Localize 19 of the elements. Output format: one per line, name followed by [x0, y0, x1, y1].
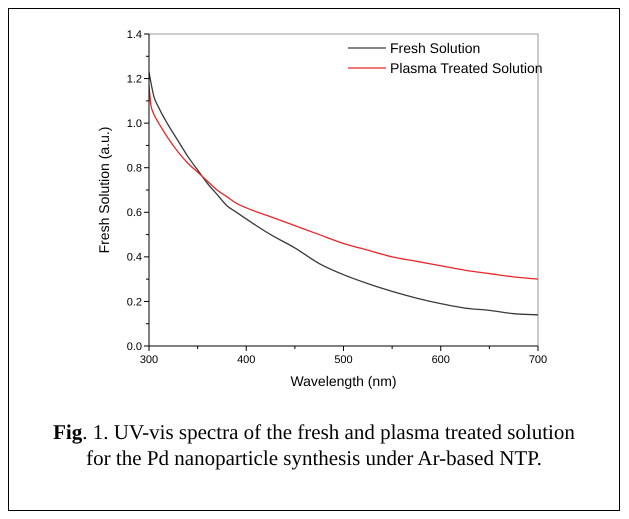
x-tick-label: 300 [140, 354, 158, 366]
y-tick-label: 1.2 [126, 73, 142, 86]
x-tick-label: 500 [334, 354, 353, 366]
y-tick-label: 0.2 [126, 296, 142, 308]
y-tick-label: 1.4 [126, 28, 142, 41]
x-axis-title: Wavelength (nm) [290, 373, 397, 389]
x-tick-label: 700 [528, 354, 548, 366]
y-tick-label: 0.6 [126, 207, 142, 220]
y-tick-label: 1.0 [126, 118, 142, 130]
y-axis-title: Fresh Solution (a.u.) [96, 126, 112, 254]
x-tick-label: 600 [432, 354, 450, 366]
x-tick-label: 400 [237, 354, 256, 366]
caption: Fig. 1. UV-vis spectra of the fresh and plasma treated solution for the Pd nanoparticle synthesis under Ar-based NTP. [52, 419, 576, 471]
legend-label: Fresh Solution [390, 40, 480, 56]
legend-label: Plasma Treated Solution [390, 60, 543, 76]
line-series [148, 84, 539, 280]
y-tick-label: 0.4 [126, 252, 142, 264]
y-tick-label: 0.8 [126, 162, 142, 175]
y-tick-label: 0.0 [126, 340, 142, 353]
